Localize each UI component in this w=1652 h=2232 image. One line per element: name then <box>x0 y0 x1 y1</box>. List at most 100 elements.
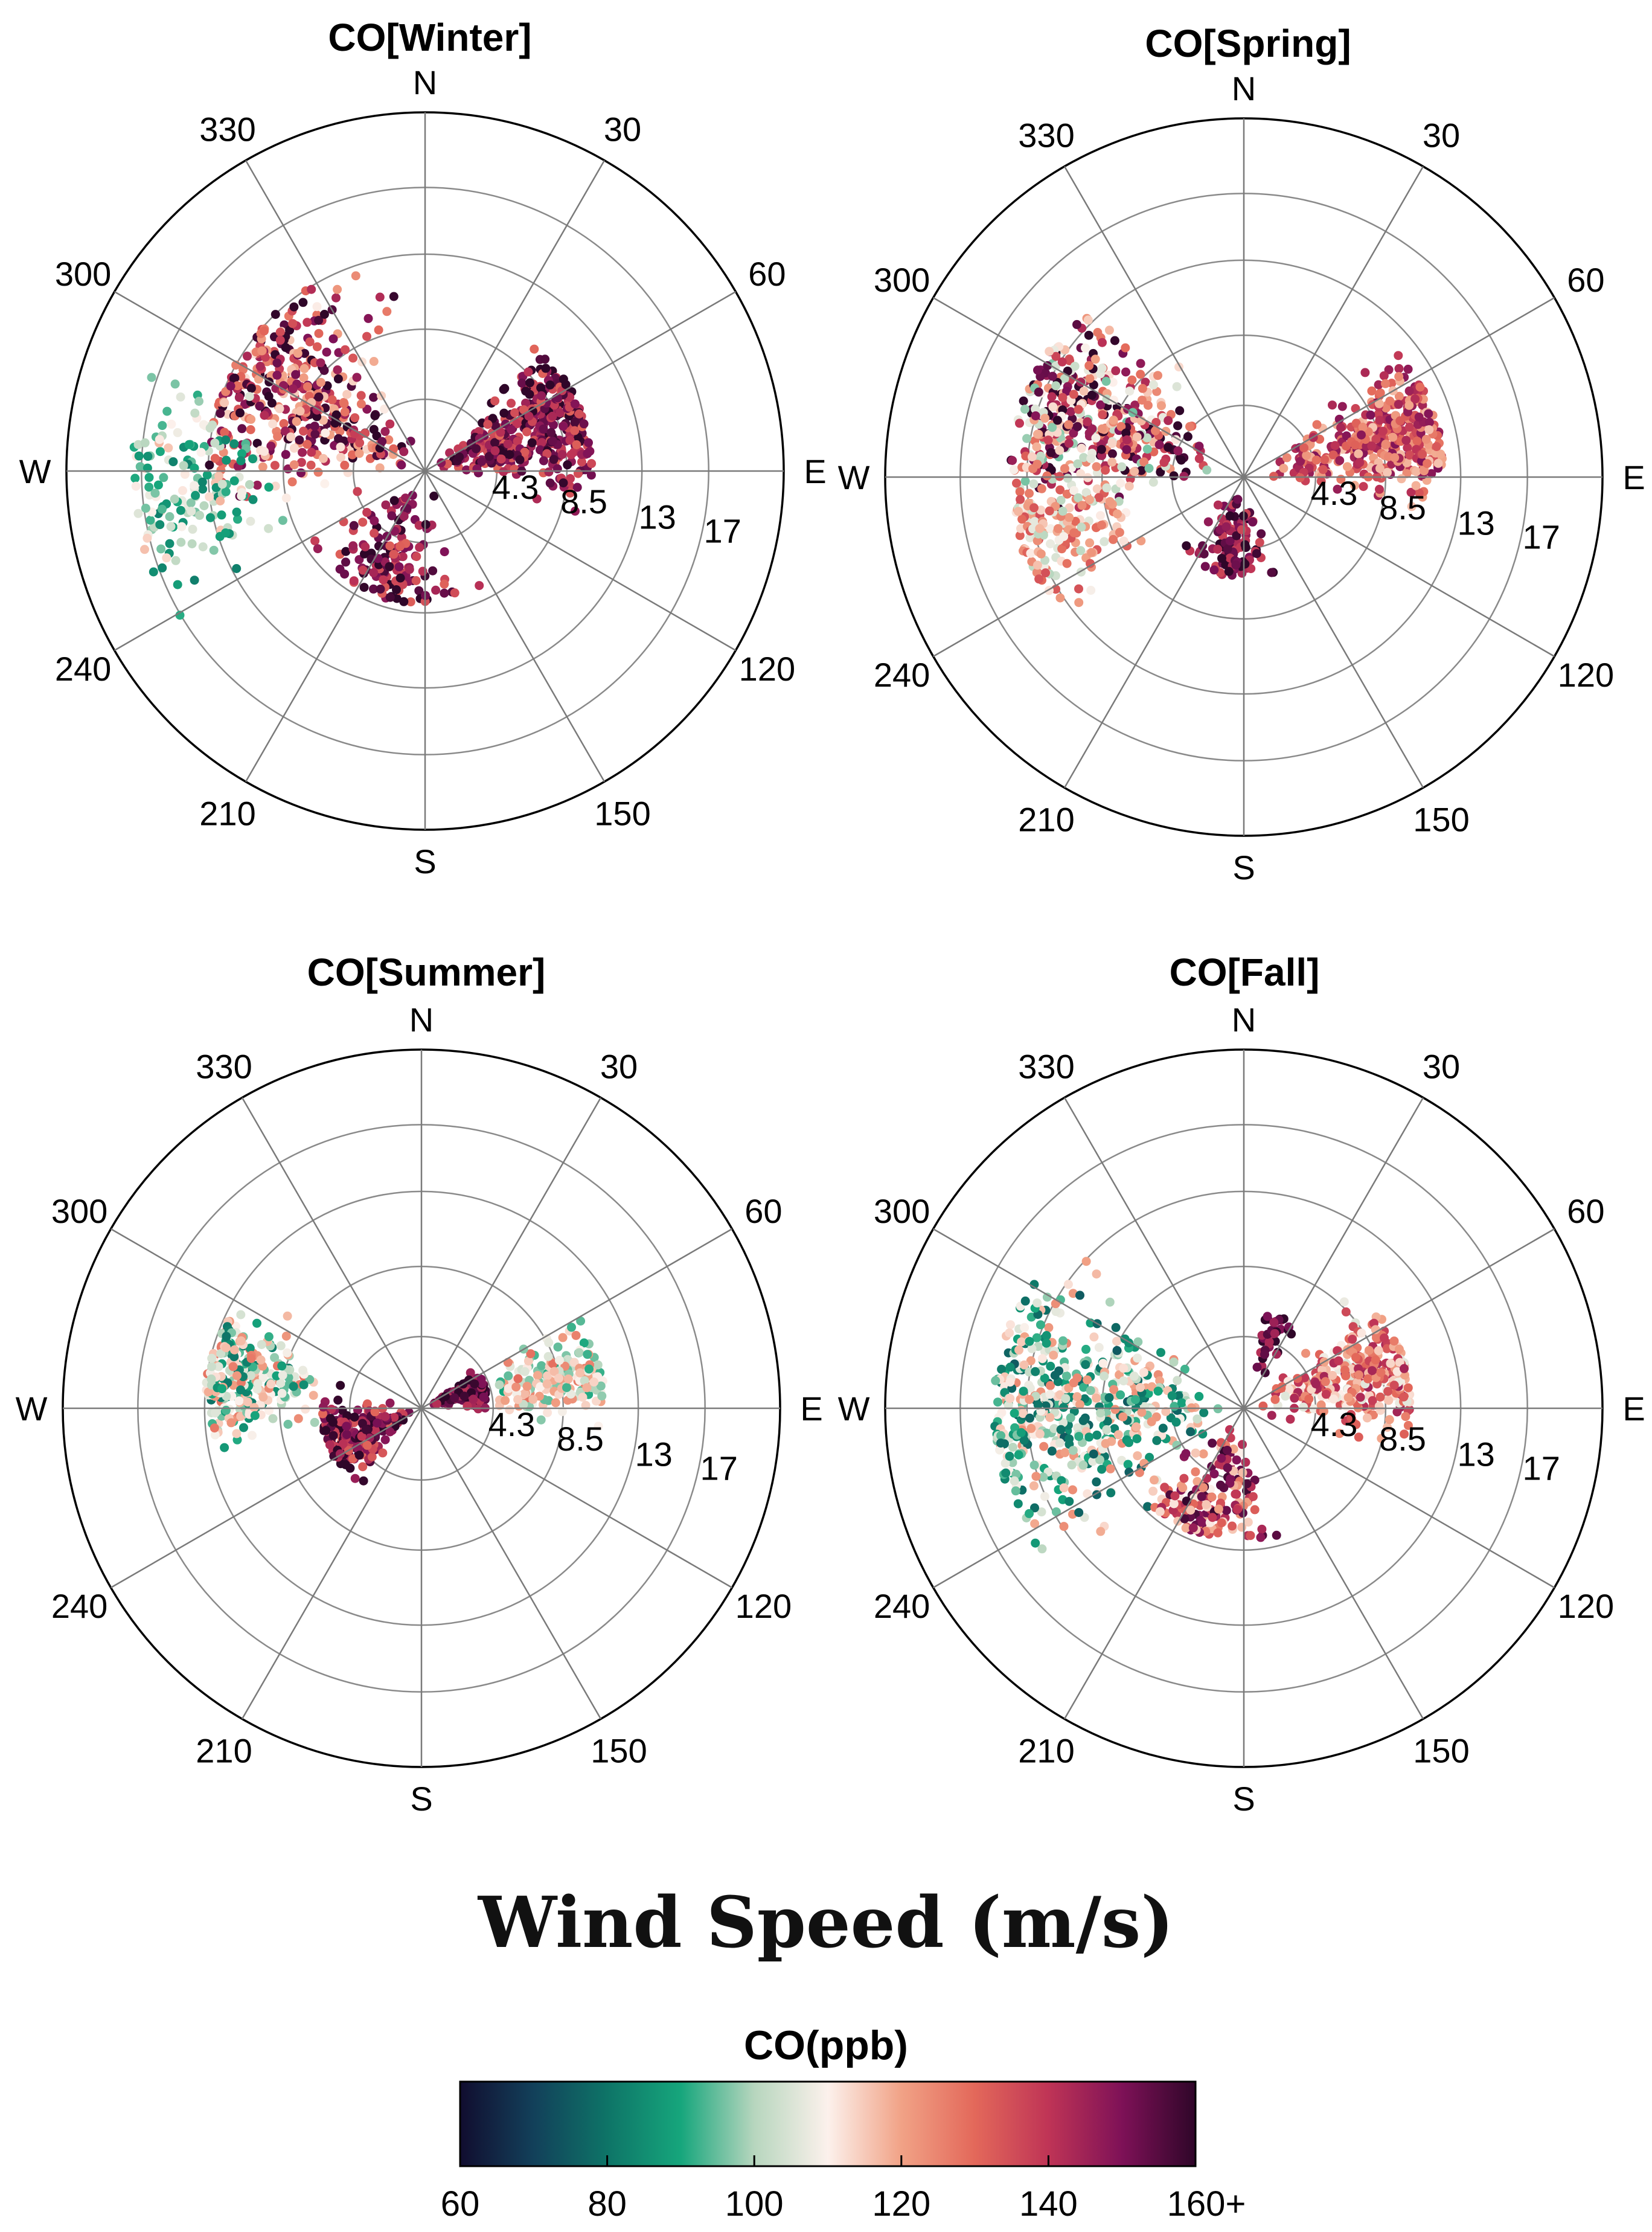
scatter-point <box>369 357 379 366</box>
scatter-point <box>1030 1519 1040 1528</box>
polar-spokes <box>63 1050 780 1767</box>
scatter-point <box>549 455 559 464</box>
angle-label-120: 120 <box>1558 656 1614 694</box>
scatter-point <box>537 391 546 400</box>
scatter-point <box>1048 371 1057 381</box>
scatter-point <box>1375 388 1385 398</box>
scatter-point <box>279 418 289 428</box>
scatter-point <box>1171 1417 1181 1427</box>
scatter-point <box>350 1413 359 1422</box>
scatter-point <box>1194 454 1204 463</box>
scatter-point <box>1164 415 1173 425</box>
scatter-point <box>1394 364 1404 373</box>
scatter-point <box>1436 449 1446 459</box>
scatter-point <box>462 465 471 475</box>
scatter-point <box>496 454 506 464</box>
scatter-point <box>1061 1371 1071 1381</box>
scatter-point <box>1320 455 1330 464</box>
scatter-point <box>1107 457 1117 467</box>
scatter-point <box>1058 1336 1068 1345</box>
scatter-point <box>229 1345 239 1355</box>
scatter-point <box>214 471 223 481</box>
scatter-point <box>1084 361 1094 370</box>
scatter-point <box>232 381 242 391</box>
scatter-point <box>1394 351 1403 361</box>
scatter-point <box>310 1417 319 1427</box>
scatter-point <box>459 1391 469 1401</box>
scatter-point <box>1181 1449 1191 1458</box>
scatter-point <box>313 467 323 477</box>
scatter-point <box>205 492 214 502</box>
scatter-point <box>429 492 439 501</box>
scatter-point <box>357 1431 367 1441</box>
scatter-point <box>490 438 499 447</box>
scatter-point <box>1060 374 1069 383</box>
scatter-point <box>1137 396 1147 405</box>
scatter-point <box>180 469 190 479</box>
scatter-point <box>1116 1390 1125 1400</box>
scatter-point <box>1022 434 1031 443</box>
scatter-point <box>377 437 387 446</box>
scatter-point <box>1032 429 1042 439</box>
scatter-point <box>202 470 212 479</box>
scatter-point <box>584 1364 594 1374</box>
scatter-point <box>1243 1518 1253 1527</box>
radial-tick-label: 13 <box>1457 1435 1494 1474</box>
scatter-point <box>264 1406 274 1416</box>
scatter-point <box>1051 361 1061 371</box>
scatter-point <box>281 493 291 503</box>
scatter-point <box>300 348 310 358</box>
spoke-line <box>241 1097 423 1409</box>
scatter-point <box>1270 1329 1279 1338</box>
scatter-point <box>306 460 316 470</box>
scatter-point <box>1153 1387 1163 1396</box>
scatter-point <box>307 447 316 457</box>
scatter-point <box>1194 441 1204 451</box>
scatter-point <box>557 450 567 460</box>
scatter-point <box>314 329 324 338</box>
scatter-point <box>1076 546 1086 556</box>
scatter-point <box>1354 1370 1363 1380</box>
scatter-point <box>175 611 185 620</box>
scatter-point <box>1106 1488 1116 1498</box>
scatter-point <box>333 374 343 383</box>
scatter-point <box>1209 1469 1219 1479</box>
scatter-point <box>524 411 534 421</box>
scatter-point <box>1043 435 1053 445</box>
scatter-point <box>291 370 301 379</box>
scatter-point <box>286 432 296 442</box>
scatter-point <box>1155 1507 1165 1516</box>
scatter-point <box>221 487 231 496</box>
scatter-point <box>536 383 546 393</box>
scatter-point <box>525 390 534 399</box>
scatter-point <box>1025 1395 1034 1404</box>
scatter-point <box>1411 481 1421 490</box>
scatter-point <box>1097 444 1106 454</box>
scatter-point <box>1045 1390 1055 1399</box>
scatter-point <box>1096 1527 1106 1536</box>
scatter-point <box>144 473 154 483</box>
scatter-point <box>1044 1323 1054 1332</box>
scatter-point <box>260 326 269 336</box>
scatter-point <box>1098 338 1107 347</box>
scatter-point <box>1019 1360 1029 1370</box>
scatter-point <box>226 1418 236 1428</box>
scatter-point <box>1005 1394 1015 1403</box>
scatter-point <box>582 1383 592 1393</box>
scatter-point <box>571 506 580 516</box>
scatter-point <box>1250 1475 1260 1485</box>
scatter-point <box>517 378 527 388</box>
scatter-point <box>177 522 187 531</box>
scatter-point <box>338 1439 348 1449</box>
scatter-point <box>589 1377 599 1387</box>
radial-tick-label: 13 <box>638 498 676 536</box>
spoke-line <box>245 159 426 472</box>
scatter-point <box>1225 1425 1234 1434</box>
scatter-point <box>236 456 246 466</box>
scatter-point <box>1037 484 1046 493</box>
scatter-point <box>1228 1521 1237 1531</box>
scatter-point <box>234 1396 244 1406</box>
scatter-point <box>221 435 231 445</box>
spoke-line <box>1063 165 1245 478</box>
scatter-point <box>1194 1391 1204 1401</box>
